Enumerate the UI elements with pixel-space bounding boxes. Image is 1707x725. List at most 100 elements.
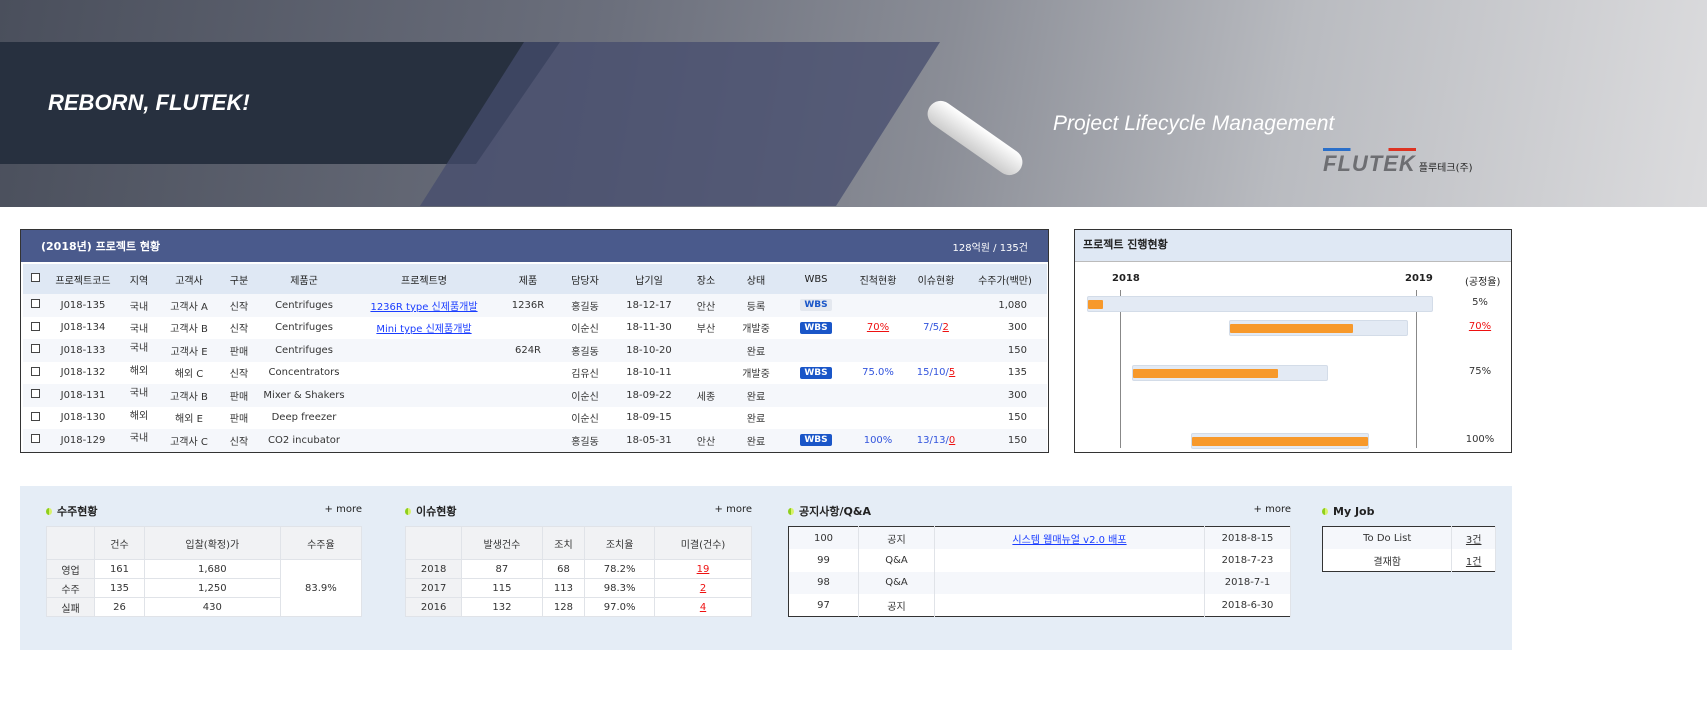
cell-type: 신작 — [219, 429, 259, 452]
table-row[interactable]: J018-131 국내 고객사 B 판매 Mixer & Shakers 이순신 18-09… — [23, 384, 1047, 407]
cell-region: 국내 — [119, 339, 159, 362]
table-row[interactable]: J018-134 국내 고객사 B 신작 Centrifuges Mini type 신제… — [23, 317, 1047, 340]
bullet-icon — [1322, 507, 1328, 515]
open-issue-link[interactable]: 2 — [699, 582, 707, 594]
slogan: REBORN, FLUTEK! — [48, 90, 250, 115]
cell-wbs: WBS — [785, 294, 847, 317]
cell-name: Mini type 신제품개발 — [349, 317, 499, 340]
cell: 2017 — [404, 578, 463, 598]
issue-counts[interactable]: 7/5/ — [923, 322, 943, 334]
cell-wbs: WBS — [785, 317, 847, 340]
notice-row[interactable]: 100 공지 시스템 웹매뉴얼 v2.0 배포 2018-8-15 — [788, 526, 1291, 549]
cell-place: 안산 — [685, 429, 727, 452]
job-count-link[interactable]: 1건 — [1465, 556, 1482, 568]
gantt-progress-bar — [1133, 369, 1278, 378]
cell-issue: 15/10/5 — [909, 362, 963, 385]
wbs-button[interactable]: WBS — [800, 321, 832, 334]
notice-row[interactable]: 97 공지 2018-6-30 — [788, 594, 1291, 617]
cell-group: Mixer & Shakers — [259, 384, 349, 407]
table-row[interactable]: J018-135 국내 고객사 A 신작 Centrifuges 1236R type 신… — [23, 294, 1047, 317]
gantt-track — [1229, 320, 1408, 336]
column-header: 조치율 — [584, 526, 655, 560]
cell: 135 — [94, 578, 145, 598]
cell: 97 — [788, 594, 859, 617]
open-issue-link[interactable]: 4 — [699, 601, 707, 613]
row-checkbox[interactable] — [30, 299, 40, 309]
column-header: 제품 — [499, 264, 557, 294]
cell-due: 18-05-31 — [613, 429, 685, 452]
open-issues[interactable]: 5 — [948, 367, 956, 379]
myjob-widget: My Job To Do List 3건 결재함 1건 — [1322, 504, 1496, 572]
cell-customer: 해외 E — [175, 414, 203, 426]
table-row[interactable]: J018-129 국내 고객사 C 신작 CO2 incubator 홍길동 18-05-3… — [23, 429, 1047, 452]
bullet-icon — [46, 507, 52, 515]
cell-code: J018-134 — [60, 322, 106, 334]
more-link[interactable]: + more — [1253, 504, 1291, 515]
cell-group: Deep freezer — [271, 412, 337, 424]
column-header: 지역 — [119, 264, 159, 294]
notice-link[interactable]: 시스템 웹매뉴얼 v2.0 배포 — [1012, 534, 1127, 546]
cell: 87 — [461, 559, 543, 579]
column-header: 장소 — [685, 264, 727, 294]
row-checkbox[interactable] — [30, 366, 40, 376]
cell: 113 — [541, 578, 586, 598]
progress-value[interactable]: 75.0% — [862, 367, 894, 379]
cell-owner: 홍길동 — [557, 429, 613, 452]
open-issue-link[interactable]: 19 — [696, 563, 710, 575]
job-count-link[interactable]: 3건 — [1465, 534, 1482, 546]
cell-owner: 홍길동 — [557, 339, 613, 362]
cell-progress: 70% — [847, 317, 909, 340]
cell-amount: 300 — [963, 384, 1047, 407]
table-row: 수주 135 1,250 — [45, 578, 362, 598]
cell-name: 1236R type 신제품개발 — [349, 294, 499, 317]
progress-percent: 5% — [1472, 297, 1488, 308]
cell-amount: 300 — [1007, 322, 1027, 334]
more-link[interactable]: + more — [714, 504, 752, 515]
row-checkbox[interactable] — [30, 434, 40, 444]
notice-row[interactable]: 98 Q&A 2018-7-1 — [788, 571, 1291, 594]
project-name-link[interactable]: Mini type 신제품개발 — [376, 324, 472, 336]
cell-amount: 1,080 — [963, 294, 1047, 317]
notice-row[interactable]: 99 Q&A 2018-7-23 — [788, 549, 1291, 572]
widget-title: 공지사항/Q&A — [799, 505, 871, 518]
row-checkbox[interactable] — [30, 321, 40, 331]
issue-counts[interactable]: 15/10/ — [916, 367, 949, 379]
more-link[interactable]: + more — [324, 504, 362, 515]
column-header: 담당자 — [557, 264, 613, 294]
select-all-checkbox-cell — [23, 264, 47, 294]
notices-widget: 공지사항/Q&A + more 100 공지 시스템 웹매뉴얼 v2.0 배포 201… — [788, 504, 1291, 617]
open-issues[interactable]: 0 — [948, 434, 956, 446]
cell-group: Centrifuges — [259, 294, 349, 317]
table-row: 실패 26 430 — [45, 597, 362, 617]
row-checkbox[interactable] — [30, 411, 40, 421]
gantt-track — [1132, 365, 1328, 381]
progress-value[interactable]: 100% — [863, 434, 893, 446]
cell: 97.0% — [584, 597, 655, 617]
project-name-link[interactable]: 1236R type 신제품개발 — [370, 301, 478, 313]
cell-wbs — [785, 384, 847, 407]
cell-owner: 홍길동 — [557, 294, 613, 317]
dashboard-widgets: 수주현황 + more 건수 입찰(확정)가 수주율 영업 161 1,680 83.9% 수… — [20, 486, 1512, 650]
row-checkbox[interactable] — [30, 389, 40, 399]
cell-code: J018-129 — [47, 429, 119, 452]
cell-type: 판매 — [219, 339, 259, 362]
table-row[interactable]: J018-133 국내 고객사 E 판매 Centrifuges 624R 홍길동 18-10… — [23, 339, 1047, 362]
wbs-button[interactable]: WBS — [800, 366, 832, 379]
issue-counts[interactable]: 13/13/ — [916, 434, 949, 446]
cell-wbs — [785, 339, 847, 362]
column-header: 프로젝트코드 — [47, 264, 119, 294]
wbs-button[interactable]: WBS — [800, 434, 832, 447]
cell-wbs — [785, 407, 847, 430]
table-row[interactable]: J018-130 해외 해외 E 판매 Deep freezer 이순신 18-09-15 완… — [23, 407, 1047, 430]
select-all-checkbox[interactable] — [30, 273, 40, 282]
app-subtitle: Project Lifecycle Management — [1053, 112, 1335, 135]
order-rate: 83.9% — [279, 559, 363, 617]
progress-value[interactable]: 70% — [866, 322, 890, 334]
table-row[interactable]: J018-132 해외 해외 C 신작 Concentrators 김유신 18-10-11… — [23, 362, 1047, 385]
wbs-button[interactable]: WBS — [800, 299, 832, 312]
cell-region: 해외 — [129, 365, 149, 377]
cell-type: 판매 — [229, 414, 249, 426]
cell: 132 — [461, 597, 543, 617]
row-checkbox[interactable] — [30, 344, 40, 354]
open-issues[interactable]: 2 — [942, 322, 949, 334]
